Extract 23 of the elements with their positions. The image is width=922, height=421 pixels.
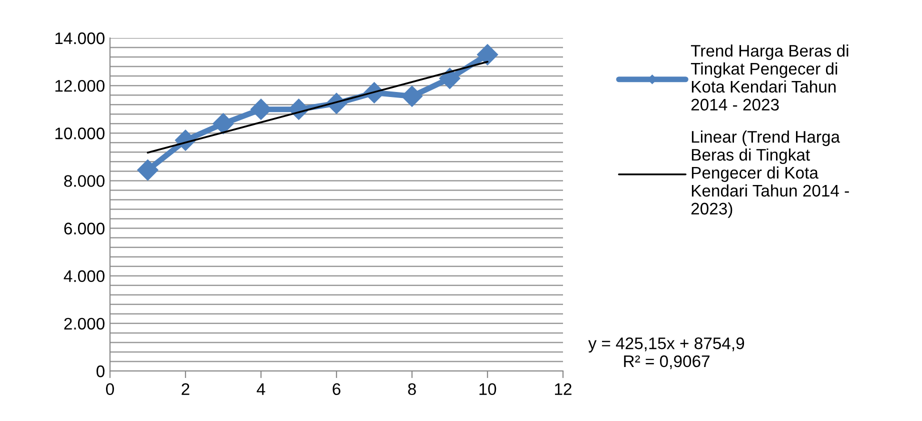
x-tick-label: 6 — [332, 383, 340, 396]
point — [401, 86, 423, 107]
y-tick-label: 8.000 — [64, 175, 104, 187]
y-tick-label: 14.000 — [55, 32, 104, 44]
text: y = 425,15x + 8754,9 R² = 0,9067 — [588, 337, 744, 370]
x-tick-label: 0 — [106, 383, 114, 396]
y-tick-label: 0 — [96, 365, 104, 378]
x-tick-label: 10 — [480, 383, 496, 396]
x-tick-label: 2 — [182, 383, 190, 395]
x-tick-label: 4 — [256, 383, 266, 395]
y-tick-label: 6.000 — [64, 222, 104, 234]
y-tick-label: 2.000 — [64, 318, 104, 330]
point — [212, 113, 234, 134]
x-tick-label: 8 — [408, 383, 416, 396]
legend-label: Linear (Trend Harga Beras di Tingkat Pengecer di Kota Kendari Tahun 2014 - 2023) — [691, 130, 849, 218]
x-tick-label: 12 — [555, 383, 572, 395]
point — [439, 68, 460, 89]
y-tick-label: 10.000 — [55, 128, 104, 140]
y-tick-label: 4.000 — [64, 270, 104, 282]
y-tick-label: 12.000 — [55, 80, 104, 92]
point — [137, 159, 158, 181]
legend-label: Trend Harga Beras di Tingkat Pengecer di Kota Kendari Tahun 2014 - 2023 — [690, 44, 848, 111]
point — [476, 44, 498, 66]
